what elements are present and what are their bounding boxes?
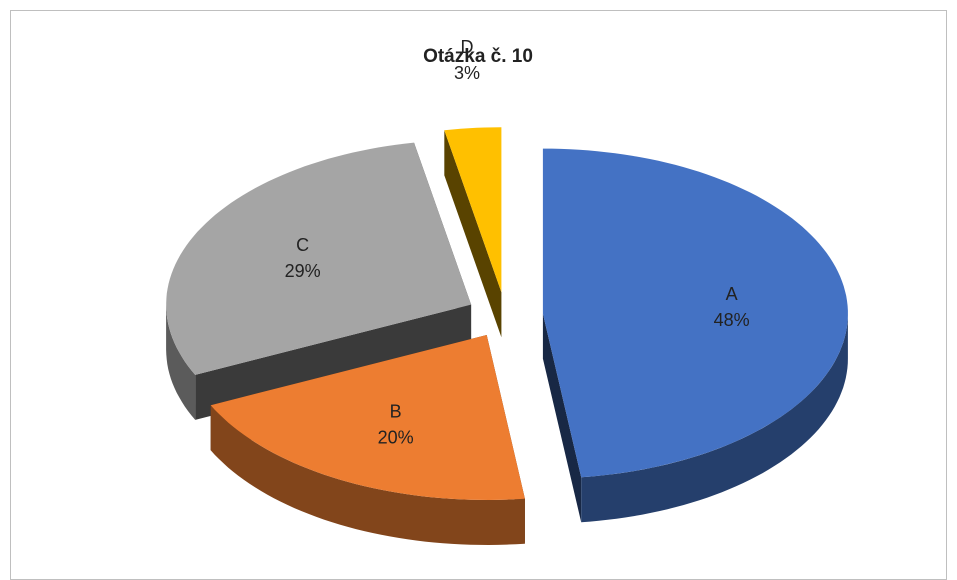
slice-side-wall: [444, 130, 502, 338]
data-label: 48%: [714, 310, 750, 330]
slice-outer-wall: [581, 313, 848, 523]
slice-outer-wall: [166, 304, 196, 420]
data-label-category: D: [460, 37, 473, 57]
data-label-category: A: [726, 284, 738, 304]
slice: [542, 148, 848, 478]
data-label: 20%: [378, 427, 414, 447]
pie-slice: [210, 335, 525, 545]
pie-slice: [444, 127, 502, 338]
slice-side-wall: [195, 304, 472, 420]
data-label: 29%: [285, 261, 321, 281]
data-label-category: C: [296, 235, 309, 255]
slice: [210, 335, 525, 500]
data-label-category: B: [390, 401, 402, 421]
data-label: 3%: [454, 63, 480, 83]
slice: [166, 142, 472, 375]
slice: [444, 127, 502, 293]
slice-outer-wall: [210, 405, 525, 545]
slice-side-wall: [542, 313, 582, 523]
pie-slice: [166, 142, 472, 420]
pie-slice: [542, 148, 848, 523]
chart-title: Otázka č. 10: [423, 46, 533, 67]
